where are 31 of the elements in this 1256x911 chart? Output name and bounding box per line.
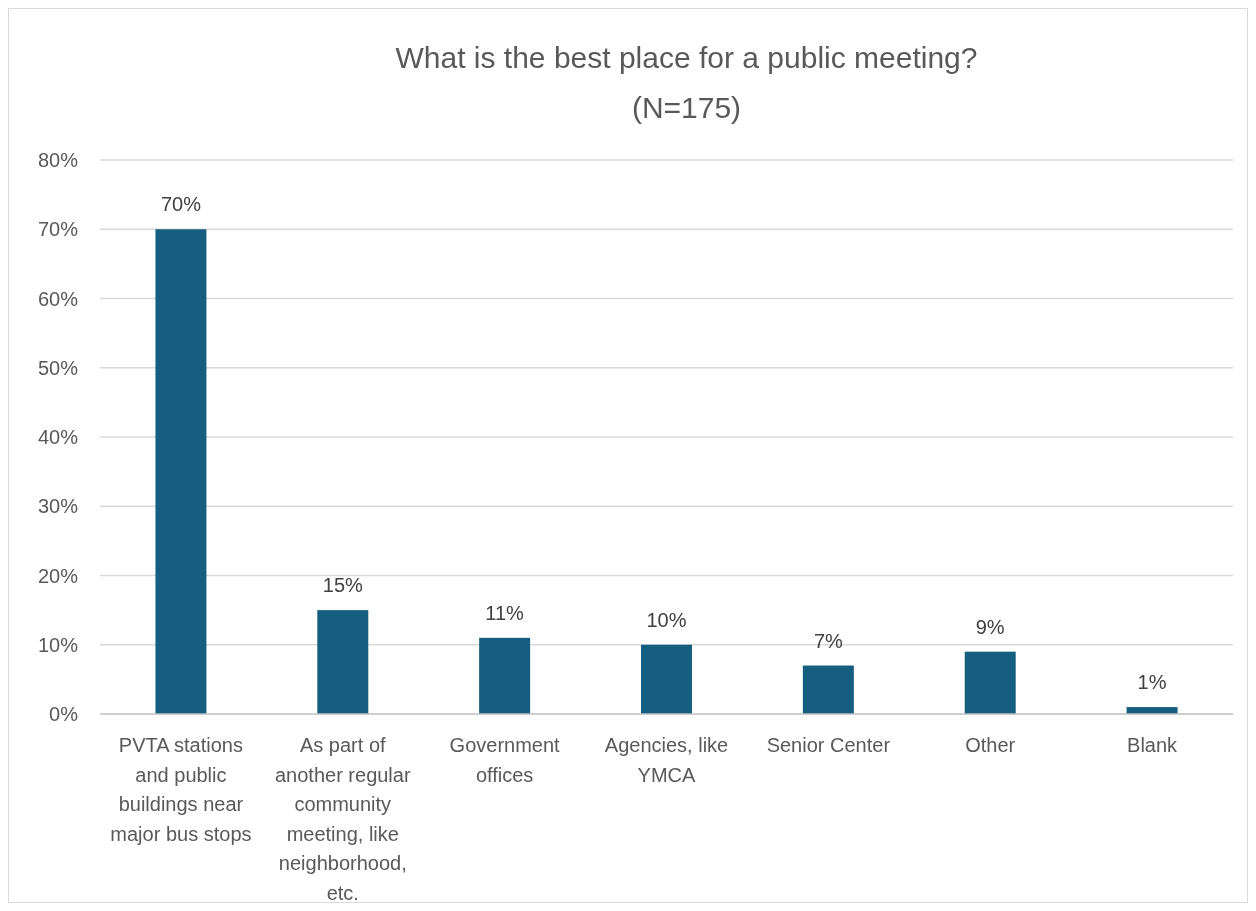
y-tick-label: 70%: [37, 218, 79, 241]
data-label: 15%: [322, 574, 364, 597]
y-tick-label: 80%: [37, 149, 79, 171]
y-tick-label: 30%: [37, 495, 79, 518]
data-label: 70%: [160, 193, 202, 216]
x-tick-label: PVTA stations and public buildings near major bus stops: [110, 734, 252, 845]
x-tick-label: Blank: [1127, 734, 1179, 756]
x-tick-label: Other: [965, 734, 1016, 756]
data-label: 1%: [1137, 671, 1167, 694]
x-tick-label: As part of another regular community meeting, like neighborhood, etc.: [274, 734, 411, 904]
x-tick-label: Government offices: [449, 734, 561, 786]
data-label: 11%: [485, 601, 525, 624]
y-tick-label: 60%: [37, 287, 79, 310]
y-tick-label: 50%: [37, 356, 79, 379]
x-tick-label: Agencies, like YMCA: [604, 734, 729, 786]
y-tick-label: 20%: [37, 564, 79, 587]
data-label: 10%: [646, 608, 687, 631]
bar: [155, 229, 207, 714]
data-label: 9%: [975, 615, 1005, 638]
x-tick-label: Senior Center: [766, 734, 891, 756]
bar: [317, 610, 369, 714]
chart-subtitle: (N=175): [631, 91, 742, 124]
bar: [964, 651, 1016, 714]
bar: [802, 665, 854, 714]
y-tick-label: 40%: [37, 426, 79, 448]
y-tick-label: 0%: [49, 703, 79, 725]
chart-title: What is the best place for a public meeting?: [395, 41, 978, 74]
data-label: 7%: [813, 629, 844, 652]
y-tick-label: 10%: [37, 633, 79, 656]
bar: [641, 644, 692, 714]
bar: [479, 637, 531, 714]
